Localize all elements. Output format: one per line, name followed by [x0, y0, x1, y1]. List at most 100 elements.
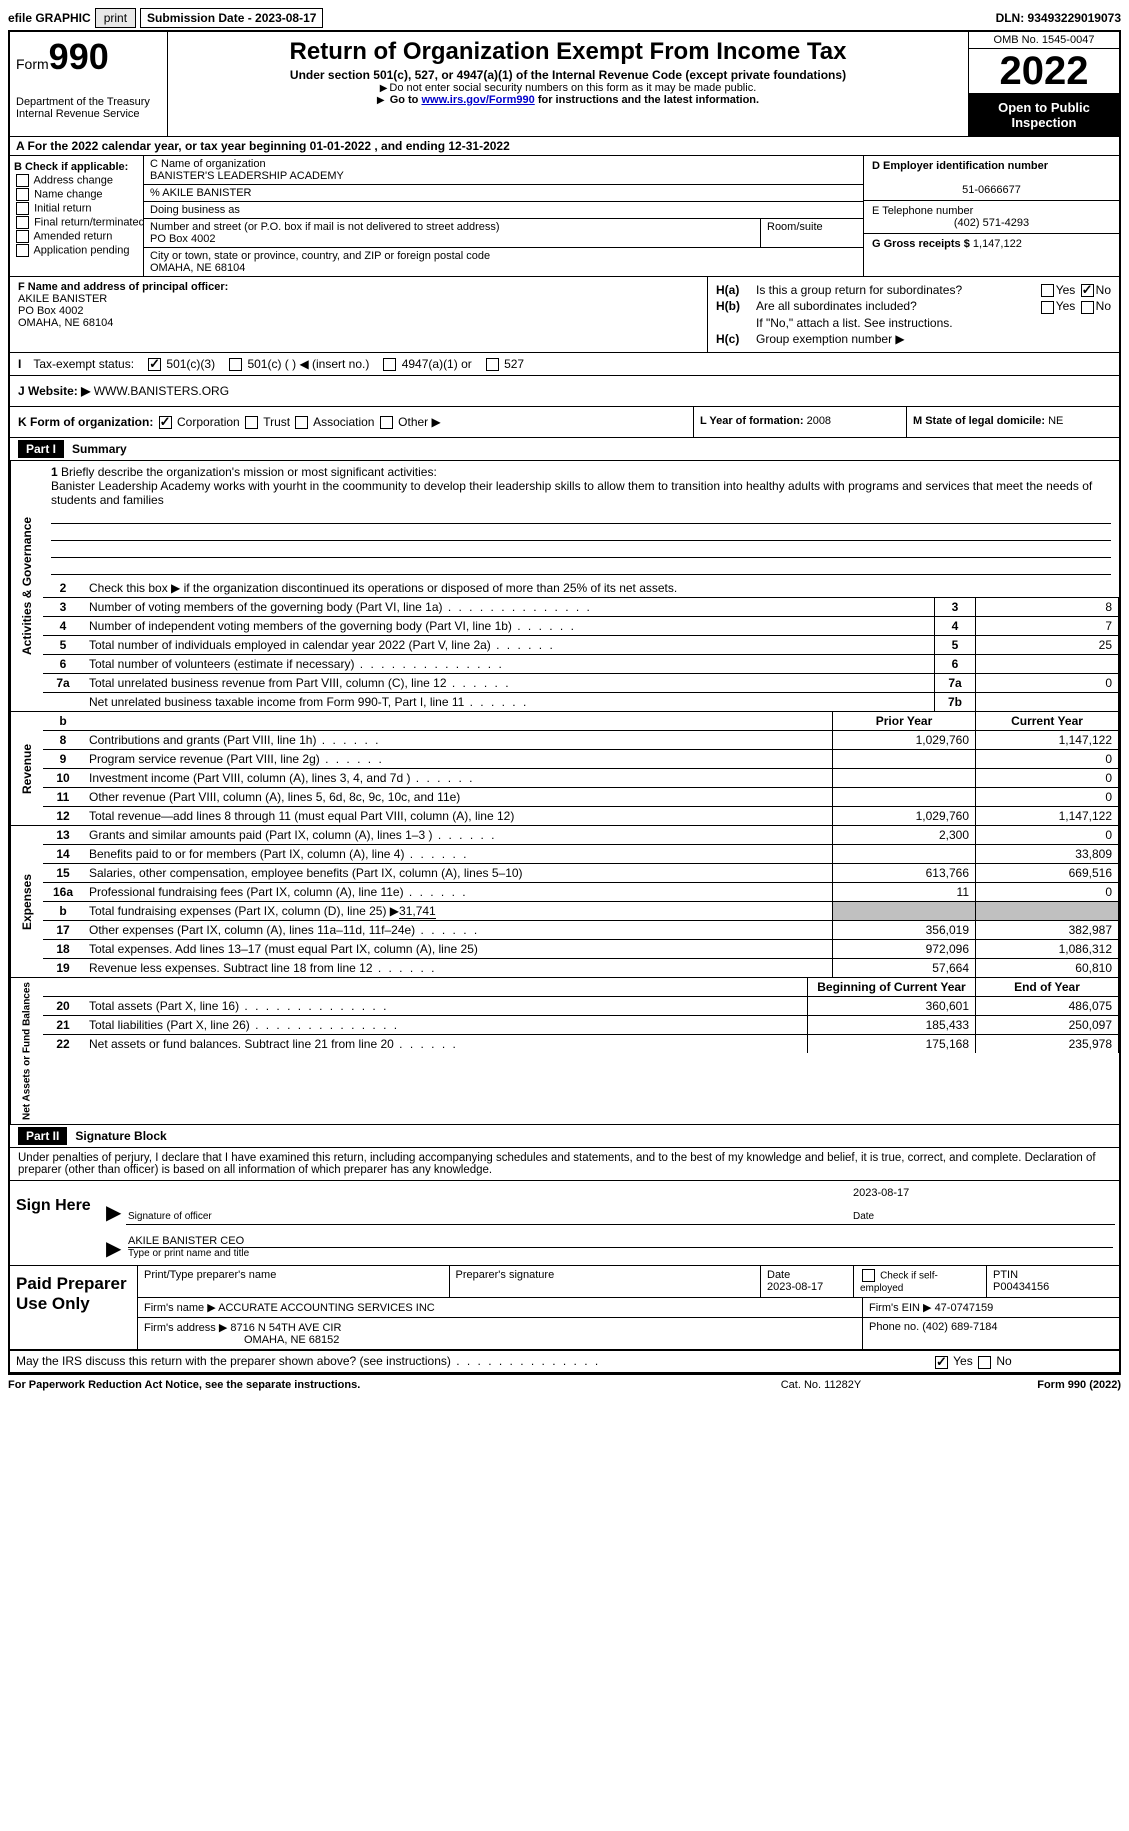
cb-501c[interactable] — [229, 358, 242, 371]
line-18: Total expenses. Add lines 13–17 (must eq… — [89, 942, 478, 956]
firm-addr1: 8716 N 54TH AVE CIR — [230, 1322, 341, 1334]
p18: 972,096 — [833, 940, 976, 959]
line-13: Grants and similar amounts paid (Part IX… — [89, 828, 432, 842]
hc-text: Group exemption number ▶ — [756, 332, 1111, 346]
row-j: J Website: ▶ WWW.BANISTERS.ORG — [10, 376, 1119, 406]
tel-value: (402) 571-4293 — [872, 217, 1111, 229]
header-right: OMB No. 1545-0047 2022 Open to Public In… — [968, 32, 1119, 136]
b-title: B Check if applicable: — [14, 161, 139, 173]
footer-left: For Paperwork Reduction Act Notice, see … — [8, 1379, 721, 1391]
col-f: F Name and address of principal officer:… — [10, 277, 708, 352]
vlabel-activities: Activities & Governance — [10, 461, 43, 711]
l-lbl: L Year of formation: — [700, 415, 804, 427]
cb-hb-no[interactable] — [1081, 301, 1094, 314]
mission-lbl: Briefly describe the organization's miss… — [61, 465, 437, 479]
phone-lbl: Phone no. — [869, 1321, 919, 1333]
l-val: 2008 — [807, 415, 831, 427]
line-20: Total assets (Part X, line 16) — [89, 999, 239, 1013]
line-16a: Professional fundraising fees (Part IX, … — [89, 885, 404, 899]
cb-irs-no[interactable] — [978, 1356, 991, 1369]
header-note-2: Go to www.irs.gov/Form990 for instructio… — [172, 94, 964, 106]
cb-name-change[interactable] — [16, 188, 29, 201]
line-17: Other expenses (Part IX, column (A), lin… — [89, 923, 415, 937]
p12: 1,029,760 — [833, 807, 976, 826]
c8: 1,147,122 — [976, 731, 1119, 750]
care-of: % AKILE BANISTER — [144, 185, 863, 202]
hdr-end: End of Year — [976, 978, 1119, 997]
cb-address-change[interactable] — [16, 174, 29, 187]
cb-501c3[interactable] — [148, 358, 161, 371]
p16a: 11 — [833, 883, 976, 902]
cb-final[interactable] — [16, 216, 29, 229]
gross-lbl: G Gross receipts $ — [872, 238, 970, 250]
ptin-val: P00434156 — [993, 1281, 1049, 1293]
line-7b: Net unrelated business taxable income fr… — [89, 695, 464, 709]
val-4: 7 — [976, 617, 1119, 636]
form-prefix: Form — [16, 56, 49, 72]
val-3: 8 — [976, 598, 1119, 617]
dba-lbl: Doing business as — [150, 204, 240, 216]
website: WWW.BANISTERS.ORG — [94, 384, 229, 398]
c19: 60,810 — [976, 959, 1119, 978]
cb-ha-yes[interactable] — [1041, 284, 1054, 297]
footer-right: Form 990 (2022) — [921, 1379, 1121, 1391]
val-7a: 0 — [976, 674, 1119, 693]
line-2: Check this box ▶ if the organization dis… — [89, 581, 677, 595]
sig-date-val: 2023-08-17 — [853, 1187, 1113, 1199]
firm-ein-lbl: Firm's EIN ▶ — [869, 1302, 932, 1314]
k-lbl: K Form of organization: — [18, 415, 153, 429]
c18: 1,086,312 — [976, 940, 1119, 959]
cb-hb-yes[interactable] — [1041, 301, 1054, 314]
sig-officer-lbl: Signature of officer — [128, 1211, 849, 1222]
gross-value: 1,147,122 — [973, 238, 1022, 250]
print-button[interactable]: print — [95, 8, 136, 28]
line-21: Total liabilities (Part X, line 26) — [89, 1018, 250, 1032]
ptin-lbl: PTIN — [993, 1269, 1018, 1281]
firm-ein: 47-0747159 — [935, 1302, 994, 1314]
cb-corp[interactable] — [159, 416, 172, 429]
line-12: Total revenue—add lines 8 through 11 (mu… — [89, 809, 514, 823]
org-name: BANISTER'S LEADERSHIP ACADEMY — [150, 170, 344, 182]
cb-trust[interactable] — [245, 416, 258, 429]
cb-self-emp[interactable] — [862, 1269, 875, 1282]
paid-label: Paid Preparer Use Only — [10, 1266, 138, 1349]
arrow-icon: ▶ — [106, 1200, 126, 1225]
cb-assoc[interactable] — [295, 416, 308, 429]
ha-text: Is this a group return for subordinates? — [756, 283, 1039, 297]
c9: 0 — [976, 750, 1119, 769]
summary-activities: Activities & Governance 1 Briefly descri… — [10, 461, 1119, 712]
cb-ha-no[interactable] — [1081, 284, 1094, 297]
line-8: Contributions and grants (Part VIII, lin… — [89, 733, 316, 747]
form-title: Return of Organization Exempt From Incom… — [172, 38, 964, 66]
col-c: C Name of organization BANISTER'S LEADER… — [144, 156, 864, 276]
cb-527[interactable] — [486, 358, 499, 371]
efile-label: efile GRAPHIC — [8, 11, 91, 25]
hdr-prior: Prior Year — [833, 712, 976, 731]
irs-link[interactable]: www.irs.gov/Form990 — [421, 94, 534, 106]
officer-name: AKILE BANISTER — [18, 293, 107, 305]
cb-irs-yes[interactable] — [935, 1356, 948, 1369]
p8: 1,029,760 — [833, 731, 976, 750]
i-lbl: Tax-exempt status: — [33, 357, 134, 371]
val-5: 25 — [976, 636, 1119, 655]
firm-addr2: OMAHA, NE 68152 — [244, 1334, 339, 1346]
cb-amended[interactable] — [16, 230, 29, 243]
line-9: Program service revenue (Part VIII, line… — [89, 752, 320, 766]
cb-pending[interactable] — [16, 244, 29, 257]
c20: 486,075 — [976, 997, 1119, 1016]
form-number: 990 — [49, 36, 109, 77]
firm-name-lbl: Firm's name ▶ — [144, 1302, 216, 1314]
line-19: Revenue less expenses. Subtract line 18 … — [89, 961, 373, 975]
line-7a: Total unrelated business revenue from Pa… — [89, 676, 447, 690]
cb-4947[interactable] — [383, 358, 396, 371]
cb-other[interactable] — [380, 416, 393, 429]
form-frame: Form990 Department of the Treasury Inter… — [8, 30, 1121, 1375]
footer: For Paperwork Reduction Act Notice, see … — [8, 1375, 1121, 1391]
row-a: A For the 2022 calendar year, or tax yea… — [10, 137, 1119, 156]
m-val: NE — [1048, 415, 1063, 427]
mission-text: Banister Leadership Academy works with y… — [51, 479, 1092, 507]
phone-val: (402) 689-7184 — [922, 1321, 997, 1333]
submission-date: Submission Date - 2023-08-17 — [140, 8, 323, 28]
val-7b — [976, 693, 1119, 712]
cb-initial[interactable] — [16, 202, 29, 215]
